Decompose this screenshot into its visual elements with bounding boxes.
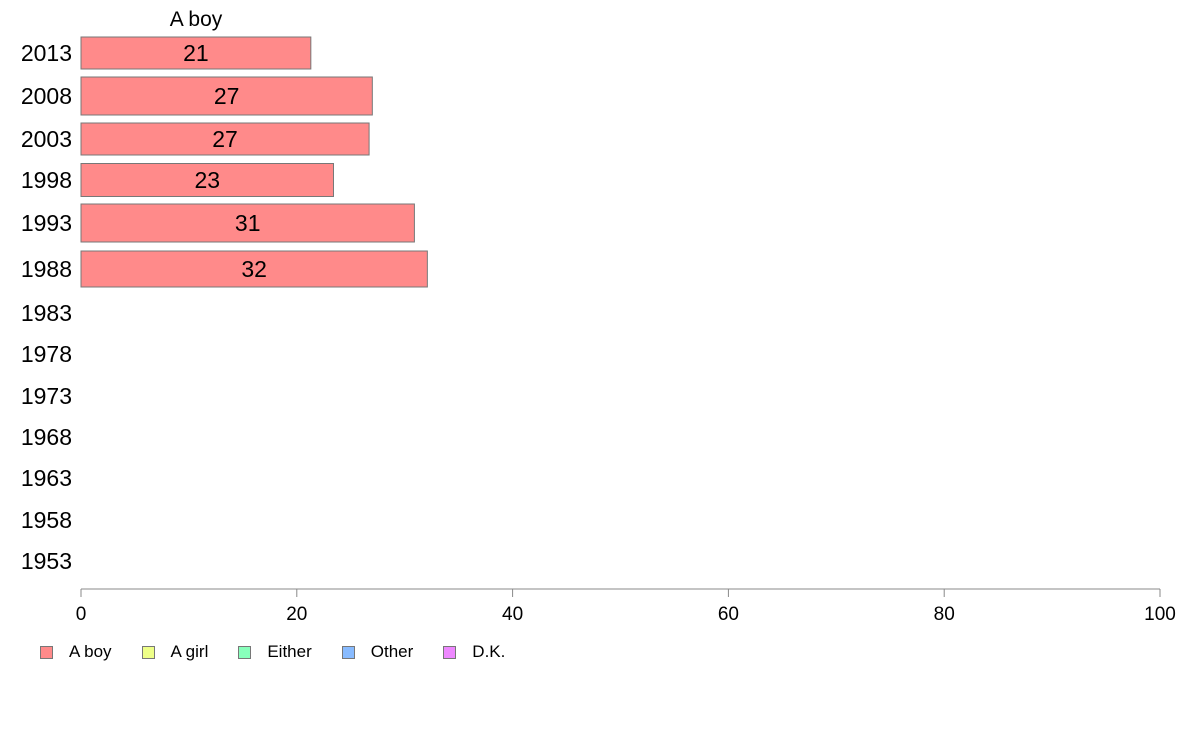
bar-value-label: 21	[183, 40, 209, 66]
bar	[80, 36, 312, 70]
y-tick-label: 1978	[21, 341, 72, 367]
y-tick-label: 2013	[21, 40, 72, 66]
legend-label-either: Either	[267, 642, 312, 661]
y-tick-label: 1988	[21, 256, 72, 282]
legend-item-a-girl: A girl	[141, 642, 209, 662]
y-tick-label: 1998	[21, 167, 72, 193]
y-tick-label: 1953	[21, 548, 72, 574]
x-tick-label: 80	[934, 604, 955, 625]
column-header: A boy	[170, 8, 223, 31]
bar	[80, 250, 428, 288]
bar	[80, 163, 334, 197]
x-tick-label: 20	[286, 604, 307, 625]
y-tick-label: 1983	[21, 300, 72, 326]
legend-label-a-boy: A boy	[69, 642, 112, 661]
legend-swatch-a-boy	[40, 645, 53, 659]
legend-label-other: Other	[370, 642, 414, 661]
y-axis-labels: 2013 2008 2003 1998 1993 1988 1983 1978 1973 1968…	[21, 40, 72, 574]
y-tick-label: 2008	[21, 83, 72, 109]
bar	[80, 76, 373, 116]
legend-item-other: Other	[341, 642, 414, 662]
legend: A boy A girl Either Other D.K.	[40, 642, 535, 662]
x-tick-label: 40	[502, 604, 523, 625]
y-tick-label: 1993	[21, 210, 72, 236]
x-tick-label: 100	[1144, 604, 1176, 625]
legend-label-a-girl: A girl	[170, 642, 209, 661]
legend-item-a-boy: A boy	[40, 642, 112, 662]
bar	[80, 122, 370, 156]
y-tick-label: 1973	[21, 383, 72, 409]
legend-item-dk: D.K.	[443, 642, 505, 662]
bar-value-label: 31	[235, 210, 261, 236]
bar-value-label: 32	[241, 256, 267, 282]
legend-swatch-a-girl	[141, 645, 155, 659]
legend-label-dk: D.K.	[472, 642, 506, 661]
legend-swatch-either	[238, 645, 252, 659]
bar-value-label: 27	[212, 126, 238, 152]
y-tick-label: 2003	[21, 126, 72, 152]
x-tick-label: 60	[718, 604, 739, 625]
x-tick-label: 0	[76, 604, 87, 625]
bar-value-label: 23	[194, 167, 220, 193]
y-tick-label: 1963	[21, 465, 72, 491]
bar-value-label: 27	[214, 83, 240, 109]
legend-swatch-other	[341, 645, 355, 659]
x-axis: 0 20 40 60 80 100	[76, 588, 1176, 625]
y-tick-label: 1958	[21, 507, 72, 533]
bar	[80, 203, 415, 243]
y-tick-label: 1968	[21, 424, 72, 450]
legend-item-either: Either	[238, 642, 312, 662]
legend-swatch-dk	[443, 645, 457, 659]
